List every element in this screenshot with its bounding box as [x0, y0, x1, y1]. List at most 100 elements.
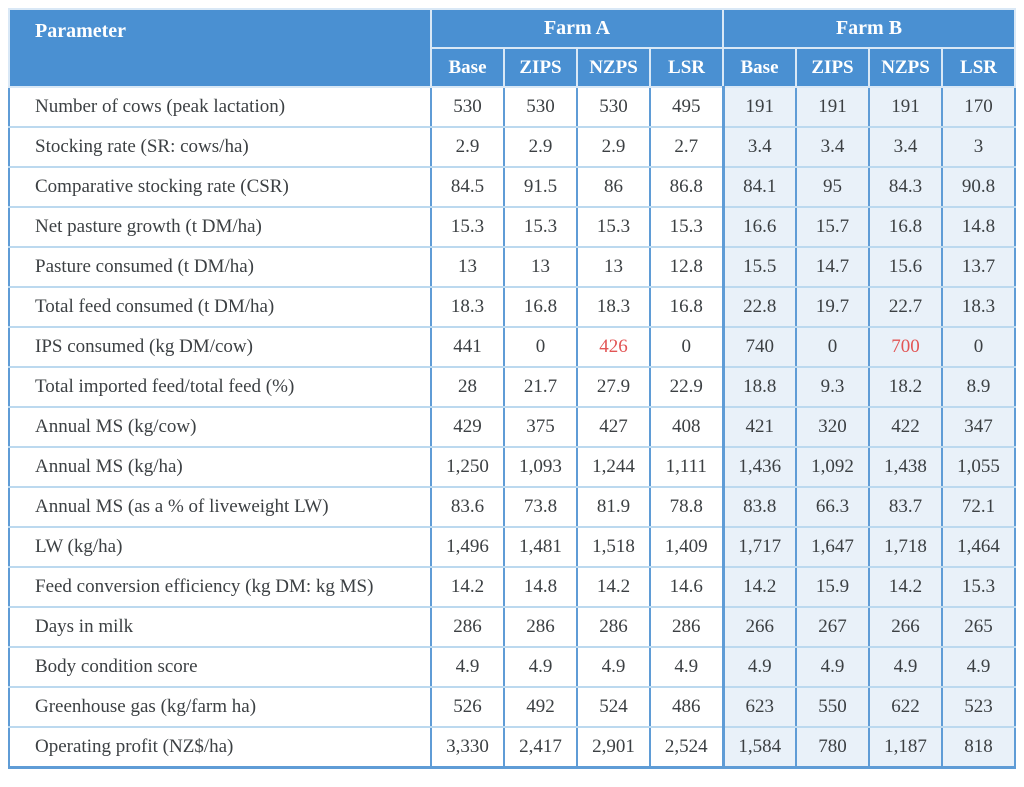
value-cell: 3,330 [430, 727, 504, 769]
parameter-cell: Stocking rate (SR: cows/ha) [9, 127, 431, 168]
value-cell: 1,518 [576, 527, 650, 568]
value-cell: 492 [503, 687, 577, 728]
value-cell: 28 [430, 367, 504, 408]
value-cell: 15.7 [795, 207, 869, 248]
value-cell: 16.8 [649, 287, 723, 328]
parameter-cell: Total imported feed/total feed (%) [9, 367, 431, 408]
value-cell: 15.9 [795, 567, 869, 608]
value-cell: 78.8 [649, 487, 723, 528]
group-header-row: Parameter Farm A Farm B [8, 8, 1016, 88]
column-header-farm-a-zips: ZIPS [503, 47, 578, 88]
value-cell: 4.9 [868, 647, 942, 688]
column-group-farm-b: Farm B [722, 8, 1016, 49]
parameter-cell: Feed conversion efficiency (kg DM: kg MS… [9, 567, 431, 608]
value-cell: 2.9 [576, 127, 650, 168]
value-cell: 14.7 [795, 247, 869, 288]
table-row: Pasture consumed (t DM/ha) 13 13 13 12.8 15.5… [9, 247, 1015, 288]
value-cell: 1,093 [503, 447, 577, 488]
value-cell: 13 [430, 247, 504, 288]
column-header-parameter: Parameter [8, 8, 432, 88]
value-cell: 1,436 [721, 447, 796, 488]
table-row: IPS consumed (kg DM/cow) 441 0 426 0 740 0 700 0 [9, 327, 1015, 368]
value-cell: 19.7 [795, 287, 869, 328]
value-cell: 170 [941, 87, 1015, 128]
value-cell: 530 [503, 87, 577, 128]
value-cell: 1,584 [721, 727, 796, 769]
parameter-cell: Greenhouse gas (kg/farm ha) [9, 687, 431, 728]
value-cell: 14.8 [941, 207, 1015, 248]
parameter-cell: Body condition score [9, 647, 431, 688]
parameter-cell: IPS consumed (kg DM/cow) [9, 327, 431, 368]
table-row: Net pasture growth (t DM/ha) 15.3 15.3 15.3… [9, 207, 1015, 248]
parameter-cell: LW (kg/ha) [9, 527, 431, 568]
value-cell: 0 [649, 327, 723, 368]
value-cell: 622 [868, 687, 942, 728]
parameter-cell: Total feed consumed (t DM/ha) [9, 287, 431, 328]
value-cell: 83.6 [430, 487, 504, 528]
table-body: Number of cows (peak lactation) 530 530 530… [9, 87, 1015, 769]
parameter-cell: Comparative stocking rate (CSR) [9, 167, 431, 208]
value-cell: 14.2 [721, 567, 796, 608]
value-cell: 12.8 [649, 247, 723, 288]
value-cell: 1,409 [649, 527, 723, 568]
value-cell: 3.4 [795, 127, 869, 168]
value-cell: 14.2 [868, 567, 942, 608]
value-cell: 1,718 [868, 527, 942, 568]
value-cell: 83.7 [868, 487, 942, 528]
value-cell: 266 [721, 607, 796, 648]
value-cell: 72.1 [941, 487, 1015, 528]
value-cell: 3.4 [868, 127, 942, 168]
value-cell: 84.3 [868, 167, 942, 208]
value-cell: 524 [576, 687, 650, 728]
parameter-cell: Annual MS (kg/cow) [9, 407, 431, 448]
value-cell: 15.3 [941, 567, 1015, 608]
value-cell: 91.5 [503, 167, 577, 208]
value-cell: 66.3 [795, 487, 869, 528]
value-cell: 22.9 [649, 367, 723, 408]
value-cell: 495 [649, 87, 723, 128]
value-cell: 1,250 [430, 447, 504, 488]
value-cell: 18.3 [430, 287, 504, 328]
table-row: Body condition score 4.9 4.9 4.9 4.9 4.9 4.9 4.… [9, 647, 1015, 688]
parameter-cell: Annual MS (as a % of liveweight LW) [9, 487, 431, 528]
value-cell: 421 [721, 407, 796, 448]
value-cell: 21.7 [503, 367, 577, 408]
value-cell: 15.3 [649, 207, 723, 248]
value-cell: 16.8 [868, 207, 942, 248]
value-cell: 286 [430, 607, 504, 648]
parameter-cell: Operating profit (NZ$/ha) [9, 727, 431, 769]
value-cell: 286 [649, 607, 723, 648]
value-cell: 4.9 [430, 647, 504, 688]
column-header-farm-a-lsr: LSR [649, 47, 724, 88]
table-row: Days in milk 286 286 286 286 266 267 266 265 [9, 607, 1015, 648]
column-header-farm-a-base: Base [430, 47, 505, 88]
value-cell: 73.8 [503, 487, 577, 528]
value-cell: 286 [576, 607, 650, 648]
value-cell: 347 [941, 407, 1015, 448]
value-cell: 13.7 [941, 247, 1015, 288]
value-cell: 1,647 [795, 527, 869, 568]
value-cell: 86 [576, 167, 650, 208]
value-cell: 15.3 [430, 207, 504, 248]
value-cell: 2,524 [649, 727, 723, 769]
table-header: Parameter Farm A Farm B Base ZIPS NZPS L… [8, 8, 1016, 88]
value-cell: 191 [868, 87, 942, 128]
value-cell: 623 [721, 687, 796, 728]
value-cell: 3.4 [721, 127, 796, 168]
value-cell: 15.3 [503, 207, 577, 248]
value-cell: 1,438 [868, 447, 942, 488]
value-cell: 22.7 [868, 287, 942, 328]
table-row: Greenhouse gas (kg/farm ha) 526 492 524 486 6… [9, 687, 1015, 728]
value-cell: 486 [649, 687, 723, 728]
column-header-farm-b-base: Base [722, 47, 797, 88]
value-cell: 15.3 [576, 207, 650, 248]
value-cell: 2,417 [503, 727, 577, 769]
table-row: Feed conversion efficiency (kg DM: kg MS… [9, 567, 1015, 608]
value-cell: 16.6 [721, 207, 796, 248]
value-cell: 191 [795, 87, 869, 128]
value-cell: 267 [795, 607, 869, 648]
value-cell: 1,244 [576, 447, 650, 488]
value-cell: 18.3 [576, 287, 650, 328]
value-cell: 2.9 [430, 127, 504, 168]
value-cell: 0 [503, 327, 577, 368]
